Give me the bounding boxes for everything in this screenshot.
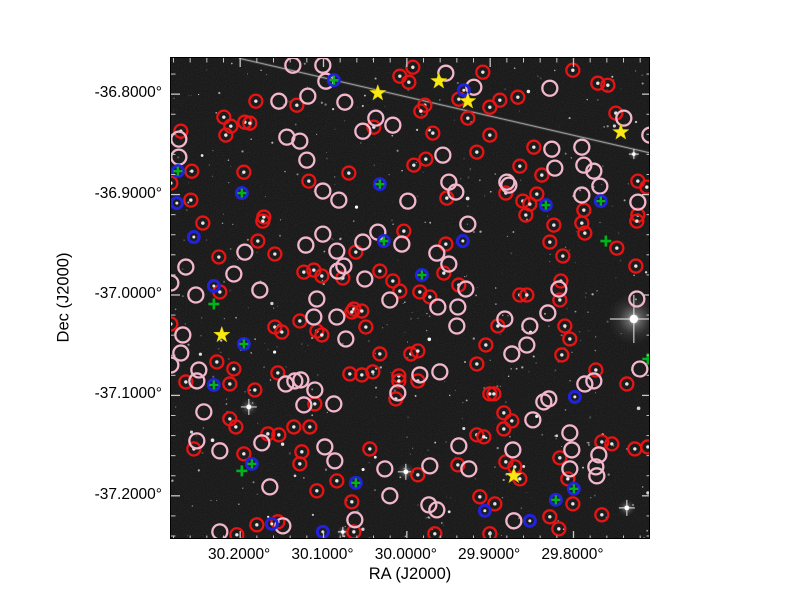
blue-circles	[171, 83, 582, 538]
starfield-canvas	[171, 58, 649, 538]
axis-ticks	[171, 58, 649, 538]
y-tick-label: -37.2000°	[94, 485, 162, 503]
yellow-stars	[212, 71, 630, 484]
x-tick-label: 30.0000°	[374, 546, 437, 563]
y-tick-label: -37.1000°	[94, 385, 162, 403]
x-tick-label: 30.2000°	[208, 546, 271, 563]
x-tick-label: 29.9000°	[458, 546, 521, 563]
field-stars-layer	[171, 58, 649, 538]
x-tick-label: 30.1000°	[291, 546, 354, 563]
plot-area	[170, 57, 650, 539]
pink-circles	[171, 58, 649, 538]
blue-circles-with-green-cross	[171, 73, 608, 507]
x-axis-title: RA (J2000)	[368, 565, 452, 583]
y-tick-label: -36.9000°	[94, 184, 162, 202]
y-tick-label: -37.0000°	[94, 284, 162, 302]
y-tick-label: -36.8000°	[94, 84, 162, 102]
catalog-markers-layer	[171, 58, 649, 538]
x-tick-label: 29.8000°	[541, 546, 604, 563]
red-circles	[171, 59, 649, 538]
satellite-trail	[238, 58, 649, 155]
